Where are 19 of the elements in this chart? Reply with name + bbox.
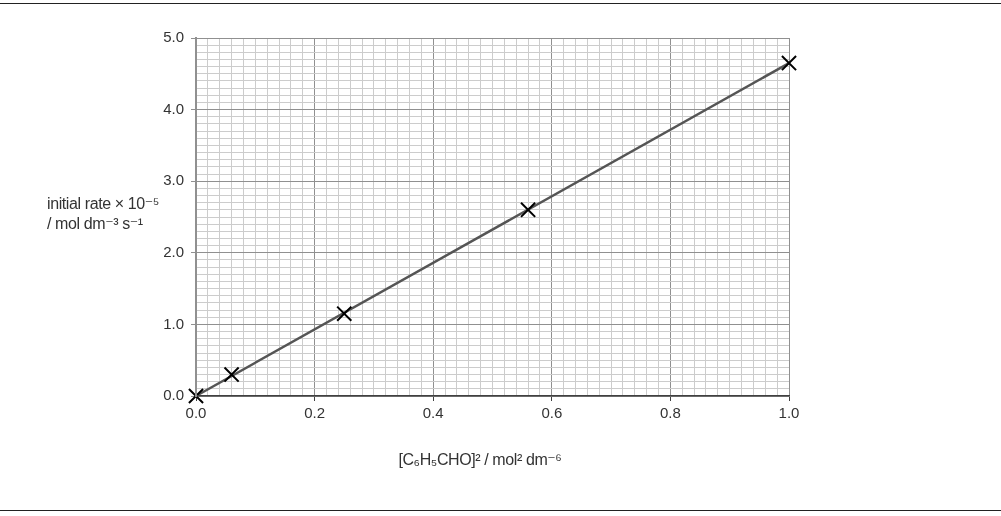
point [187, 387, 205, 405]
x-tick-label: 0.4 [422, 404, 444, 422]
y-tick-label: 5.0 [163, 28, 184, 46]
y-tick-label: 4.0 [163, 99, 184, 117]
y-axis-title: initial rate × 10⁻⁵ / mol dm⁻³ s⁻¹ [47, 194, 159, 234]
x-tick-label: 1.0 [778, 404, 800, 422]
x-tick-label: 0.0 [185, 404, 207, 422]
x-axis-title: [C₆H₅CHO]² / mol² dm⁻⁶ [397, 450, 563, 470]
x-tick-label: 0.8 [659, 404, 681, 422]
y-tick-label: 0.0 [163, 386, 184, 404]
point [780, 54, 798, 72]
x-tick-label: 0.6 [541, 404, 563, 422]
x-tick-label: 0.2 [304, 404, 326, 422]
point [520, 201, 537, 218]
y-tick-label: 1.0 [163, 314, 184, 332]
y-tick-label: 2.0 [163, 242, 184, 260]
y-tick-label: 3.0 [163, 171, 184, 189]
point [336, 305, 353, 322]
point [223, 366, 240, 383]
